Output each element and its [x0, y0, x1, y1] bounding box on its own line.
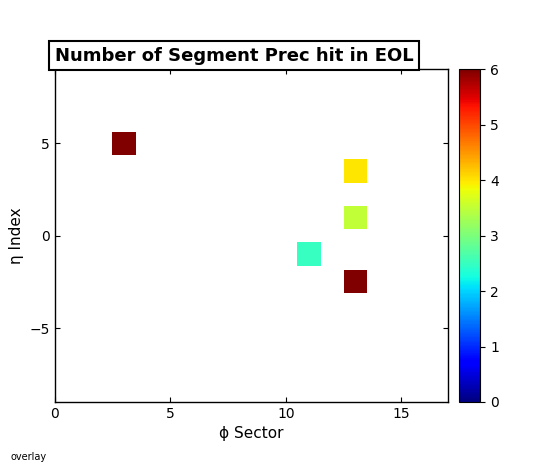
- Point: [351, 213, 360, 221]
- Point: [305, 250, 313, 258]
- Y-axis label: η Index: η Index: [9, 207, 24, 264]
- X-axis label: ϕ Sector: ϕ Sector: [219, 426, 283, 441]
- Point: [351, 278, 360, 286]
- Point: [120, 140, 128, 147]
- Point: [351, 167, 360, 175]
- Text: Number of Segment Prec hit in EOL: Number of Segment Prec hit in EOL: [55, 47, 413, 65]
- Text: overlay: overlay: [11, 452, 47, 462]
